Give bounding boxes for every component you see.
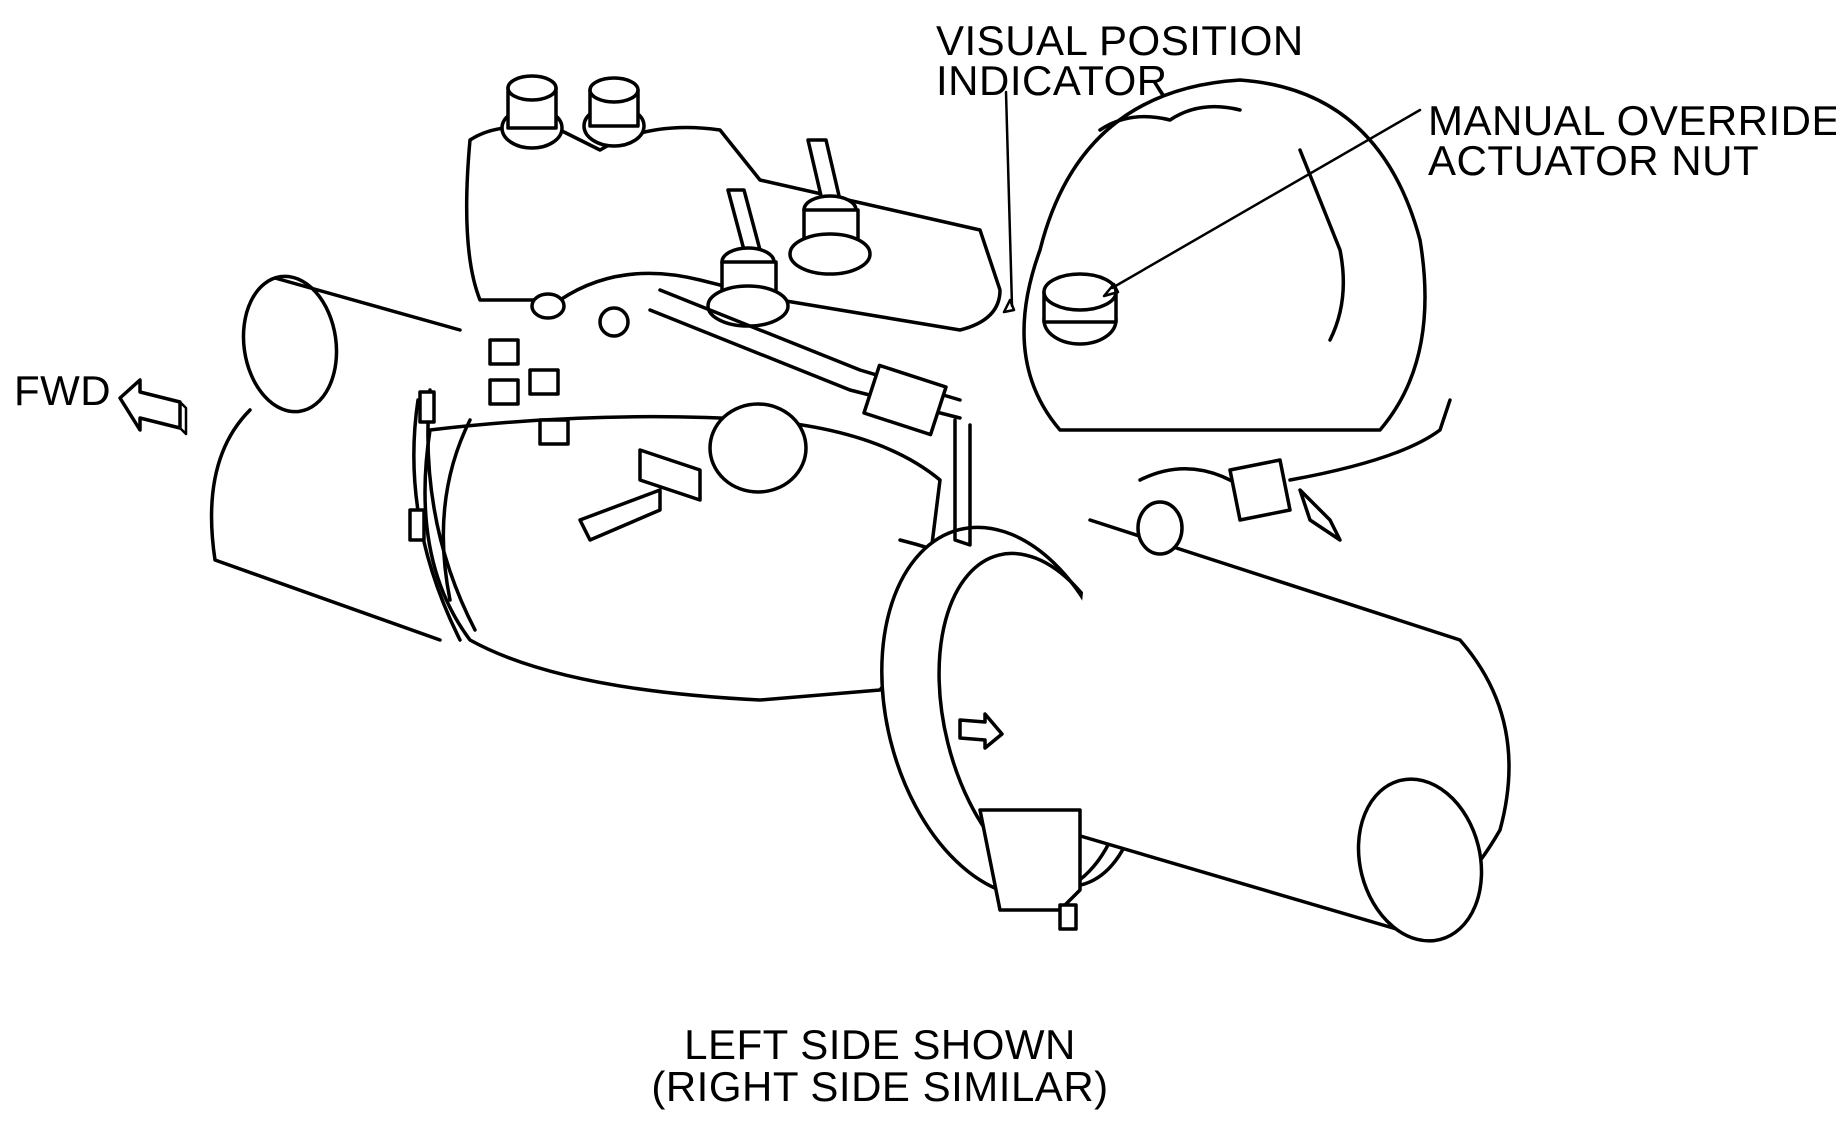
actuator-housing bbox=[464, 74, 1002, 332]
left-fittings bbox=[488, 292, 630, 446]
fwd-label: FWD bbox=[14, 367, 112, 414]
fwd-arrow-icon bbox=[118, 378, 188, 436]
visual-position-indicator-label: VISUAL POSITION bbox=[936, 17, 1304, 64]
manual-override-label: MANUAL OVERRIDE bbox=[1428, 97, 1836, 144]
rear-housing bbox=[1022, 78, 1427, 432]
leader-lines bbox=[1002, 90, 1422, 314]
left-duct bbox=[209, 274, 462, 642]
visual-position-indicator-label-line2: INDICATOR bbox=[936, 57, 1168, 104]
control-tube bbox=[648, 288, 972, 547]
right-clamp bbox=[880, 518, 1511, 943]
caption-line1: LEFT SIDE SHOWN bbox=[684, 1021, 1076, 1068]
indicator-gauge bbox=[578, 398, 1452, 556]
solenoid-connectors bbox=[706, 138, 872, 328]
caption-line2: (RIGHT SIDE SIMILAR) bbox=[651, 1063, 1109, 1110]
manual-override-nut bbox=[1042, 272, 1118, 346]
flow-arrow bbox=[958, 712, 1004, 750]
left-clamp bbox=[408, 388, 477, 642]
manual-override-label-line2: ACTUATOR NUT bbox=[1428, 137, 1760, 184]
